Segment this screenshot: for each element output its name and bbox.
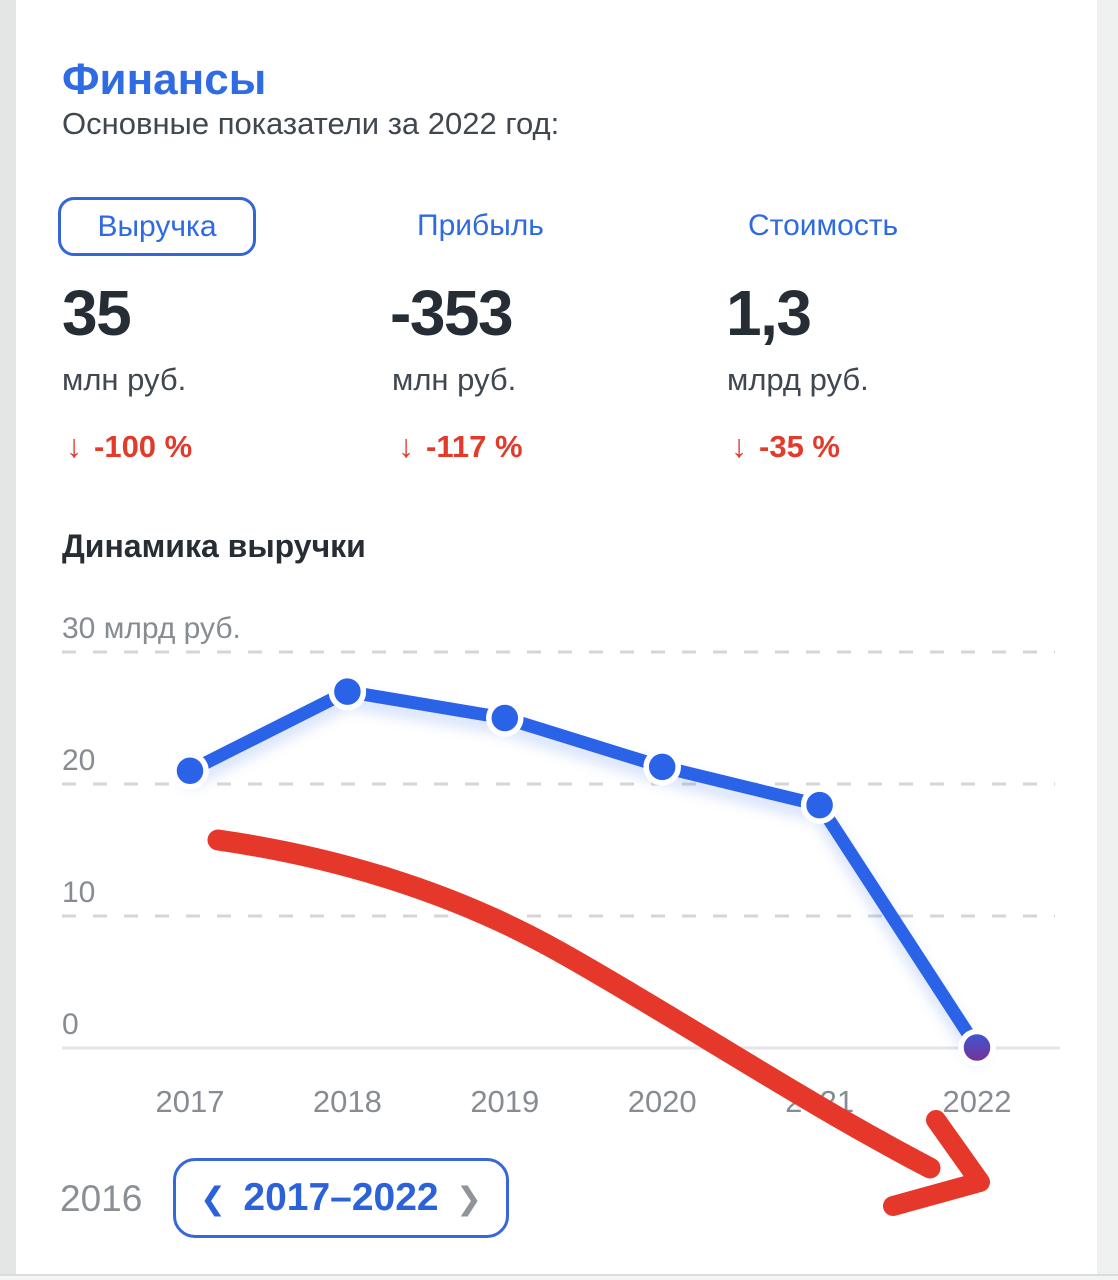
revenue-line (183, 685, 984, 1055)
x-tick-label: 2022 (943, 1084, 1012, 1119)
right-margin-strip (1097, 0, 1118, 1280)
data-point-2020 (643, 748, 681, 786)
company-value-change-badge: ↓ -35 % (731, 428, 840, 465)
y-tick-label: 10 (62, 876, 95, 909)
chart-title: Динамика выручки (62, 528, 366, 564)
x-tick-label: 2018 (313, 1084, 382, 1119)
revenue-change: -100 % (94, 428, 193, 464)
page-subtitle: Основные показатели за 2022 год: (62, 106, 560, 141)
revenue-unit: млн руб. (62, 362, 187, 397)
company-value: 1,3 (726, 277, 812, 349)
bottom-edge (0, 1276, 1118, 1280)
data-point-2022 (958, 1028, 996, 1067)
year-range-pager[interactable]: ❮ 2017–2022 ❯ (173, 1158, 509, 1238)
profit-change: -117 % (426, 428, 523, 464)
page-title: Финансы (62, 55, 267, 105)
company-value-change: -35 % (759, 428, 840, 464)
profit-change-badge: ↓ -117 % (398, 428, 523, 465)
data-point-2021 (800, 786, 839, 824)
tab-revenue-label: Выручка (97, 209, 217, 243)
profit-value: -353 (390, 277, 514, 349)
down-arrow-icon: ↓ (731, 428, 747, 464)
x-tick-label: 2017 (156, 1084, 225, 1119)
data-point-2017 (171, 752, 209, 790)
chevron-left-icon[interactable]: ❮ (200, 1180, 226, 1216)
x-tick-label: 2020 (628, 1084, 697, 1119)
profit-unit: млн руб. (392, 362, 517, 397)
chevron-right-icon[interactable]: ❯ (456, 1180, 482, 1216)
bottom-divider (0, 1274, 1118, 1276)
prev-range-label: 2016 (60, 1178, 143, 1219)
company-value-unit: млрд руб. (727, 362, 869, 397)
y-tick-label: 20 (62, 744, 95, 777)
tab-revenue-selected[interactable]: Выручка (58, 197, 256, 256)
down-arrow-icon: ↓ (398, 428, 414, 464)
tab-value[interactable]: Стоимость (748, 209, 899, 242)
left-margin-strip (0, 0, 16, 1276)
x-tick-label: 2019 (470, 1084, 539, 1119)
revenue-change-badge: ↓ -100 % (66, 428, 192, 465)
trend-arrow-annotation (207, 829, 990, 1216)
y-tick-label: 0 (62, 1008, 79, 1041)
revenue-value: 35 (62, 277, 132, 349)
y-tick-label: 30 млрд руб. (62, 612, 241, 645)
year-range-value: 2017–2022 (243, 1176, 439, 1219)
data-point-2019 (486, 699, 524, 737)
down-arrow-icon: ↓ (66, 428, 82, 464)
data-point-2018 (328, 672, 367, 711)
tab-profit[interactable]: Прибыль (417, 209, 544, 242)
